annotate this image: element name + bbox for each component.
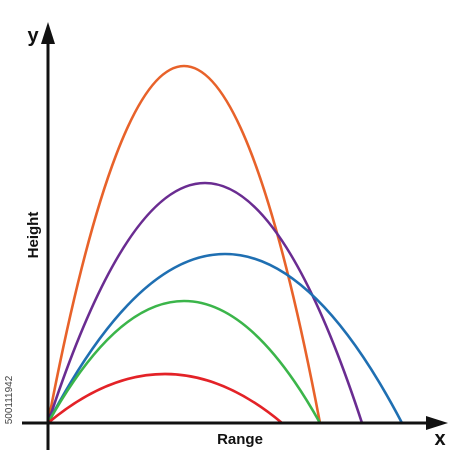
y-axis-arrow xyxy=(41,22,55,44)
trajectory-purple xyxy=(46,181,364,424)
height-label: Height xyxy=(25,212,42,259)
x-axis-letter: x xyxy=(434,428,445,450)
trajectory-green xyxy=(46,299,322,424)
x-axis-arrow xyxy=(426,416,448,430)
trajectory-red xyxy=(47,372,283,424)
y-axis-letter: y xyxy=(27,25,39,47)
stock-id: 500111942 xyxy=(4,375,15,424)
trajectory-blue xyxy=(46,252,404,424)
range-label: Range xyxy=(217,431,263,448)
trajectory-orange xyxy=(46,65,322,424)
